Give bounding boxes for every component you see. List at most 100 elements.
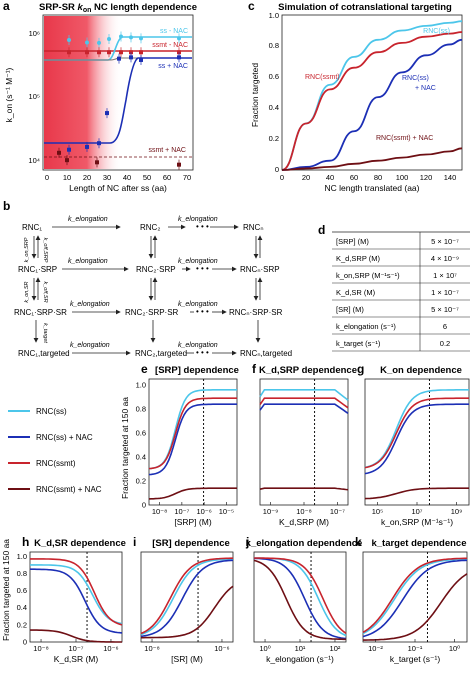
legend-ssmt: RNC(ssmt): [36, 459, 76, 468]
svg-text:0.6: 0.6: [269, 72, 279, 81]
a-point: [129, 50, 133, 55]
xtick: 10⁻⁸: [144, 644, 159, 653]
table-value: 0.2: [440, 339, 450, 348]
table-value: 6: [443, 322, 447, 331]
a-point: [177, 36, 181, 41]
svg-text:k_off,SRP: k_off,SRP: [42, 238, 48, 263]
panel-k-title: k_target dependence: [371, 538, 466, 549]
svg-text:0.2: 0.2: [269, 134, 279, 143]
panel-i-xlabel: [SR] (M): [171, 654, 203, 664]
b-rnc1: RNC₁: [22, 223, 42, 232]
ytick: 0.6: [17, 586, 27, 595]
ytick: 0.8: [17, 569, 27, 578]
panel-g-label: g: [357, 362, 364, 376]
a-ytick-1e5: 10⁵: [29, 92, 40, 101]
table-value: 1 × 10⁷: [433, 271, 457, 280]
svg-text:0: 0: [280, 173, 284, 182]
legend-ss-nac: RNC(ss) + NAC: [36, 433, 93, 442]
svg-text:0: 0: [45, 173, 49, 182]
c-xlabel: NC length translated (aa): [325, 183, 420, 193]
xtick: 10⁻⁷: [330, 507, 345, 516]
table-value: 5 × 10⁻⁷: [431, 305, 459, 314]
xtick: 10⁻⁶: [214, 644, 229, 653]
panel-h-curve: [30, 629, 122, 643]
xtick: 10¹: [295, 644, 306, 653]
svg-text:k_elongation: k_elongation: [178, 301, 218, 308]
svg-text:1.0: 1.0: [269, 11, 279, 20]
a-point: [85, 144, 89, 149]
svg-text:k_elongation: k_elongation: [178, 342, 218, 349]
legend-a-ss-plus-nac: ss + NAC: [158, 63, 188, 70]
legend-ssmt-nac: RNC(ssmt) + NAC: [36, 485, 102, 494]
ytick: 0.4: [136, 453, 146, 462]
svg-text:RNC₁·SRP: RNC₁·SRP: [18, 265, 57, 274]
panel-j-curve: [253, 557, 347, 640]
svg-text:k_elongation: k_elongation: [68, 216, 108, 223]
panel-a-plot: ss - NAC ssmt - NAC ss + NAC ssmt + NAC …: [4, 14, 194, 193]
a-point: [129, 55, 133, 60]
svg-text:k_on,SR: k_on,SR: [24, 281, 30, 302]
table-value: 5 × 10⁻⁷: [431, 237, 459, 246]
table-param: k_elongation (s⁻¹): [336, 322, 396, 331]
svg-text:40: 40: [123, 173, 131, 182]
xtick: 10⁻⁷: [68, 644, 83, 653]
panel-i-curve: [140, 559, 234, 638]
hk-ylabel: Fraction targeted at 150 aa: [1, 539, 11, 641]
table-param: K_d,SR (M): [336, 288, 376, 297]
panel-e: e [SRP] dependence 10⁻⁸ 10⁻⁷ 10⁻⁶ 10⁻⁵ [SRP] (…: [136, 362, 239, 527]
a-point: [65, 158, 69, 163]
svg-text:30: 30: [103, 173, 111, 182]
parameter-table: [SRP] (M) 5 × 10⁻⁷ K_d,SRP (M) 4 × 10⁻⁹ k_on…: [332, 231, 470, 352]
svg-text:RNC₁·SRP·SR: RNC₁·SRP·SR: [14, 308, 67, 317]
legend-a-ss-nac: ss - NAC: [160, 28, 188, 35]
a-point: [105, 111, 109, 116]
a-point: [139, 50, 143, 55]
svg-text:k_elongation: k_elongation: [68, 258, 108, 265]
panel-i-title: [SR] dependence: [152, 538, 230, 549]
xtick: 10⁻²: [368, 644, 383, 653]
table-param: [SR] (M): [336, 305, 364, 314]
legend-a-ssmt-plus-nac: ssmt + NAC: [148, 147, 186, 154]
panel-i: i [SR] dependence 10⁻⁸ 10⁻⁶ [SR] (M): [133, 535, 234, 664]
svg-text:40: 40: [326, 173, 334, 182]
panel-h-curve: [30, 568, 123, 634]
panel-j-curve: [253, 559, 346, 641]
a-point: [177, 162, 181, 167]
panel-e-curve: [148, 397, 237, 470]
panel-f-title: K_d,SRP dependence: [259, 365, 357, 376]
panel-g-curve: [364, 389, 469, 469]
xtick: 10²: [330, 644, 341, 653]
panel-f-curve: [259, 389, 349, 401]
svg-text:• • •: • • •: [196, 348, 209, 357]
ytick: 0.6: [136, 429, 146, 438]
panel-f-curve: [259, 397, 349, 409]
panel-a-title: SRP-SR kon NC length dependence: [39, 2, 197, 14]
svg-text:80: 80: [374, 173, 382, 182]
xtick: 10⁻⁸: [296, 507, 311, 516]
panel-k-curve: [362, 557, 467, 634]
ytick: 0: [142, 501, 146, 510]
b-rnc2: RNC₂: [140, 223, 160, 232]
a-point: [119, 34, 123, 39]
panel-e-label: e: [141, 362, 148, 376]
xtick: 10⁻⁵: [219, 507, 234, 516]
panel-k-label: k: [355, 535, 362, 549]
c-xticks: 0 20 40 60 80 100 120 140: [280, 173, 456, 182]
a-point: [177, 50, 181, 55]
efg-ylabel: Fraction targeted at 150 aa: [120, 397, 130, 499]
ytick: 0: [23, 638, 27, 647]
panel-f-label: f: [252, 362, 257, 376]
panel-f: f K_d,SRP dependence 10⁻⁹ 10⁻⁸ 10⁻⁷K_d,SRP (…: [252, 362, 357, 527]
ytick: 0.2: [136, 477, 146, 486]
xtick: 10⁷: [411, 507, 422, 516]
a-ytick-1e6: 10⁶: [29, 29, 40, 38]
panel-h: h K_d,SR dependence 10⁻⁸ 10⁻⁷ 10⁻⁶ K_d,SR (M)…: [17, 535, 126, 664]
xtick: 10⁻¹: [408, 644, 423, 653]
panel-h-label: h: [22, 535, 29, 549]
svg-text:k_off,SR: k_off,SR: [42, 281, 48, 302]
svg-text:+ NAC: + NAC: [415, 85, 436, 92]
xtick: 10⁻⁶: [196, 507, 211, 516]
table-value: 1 × 10⁻⁷: [431, 288, 459, 297]
a-point: [95, 160, 99, 165]
